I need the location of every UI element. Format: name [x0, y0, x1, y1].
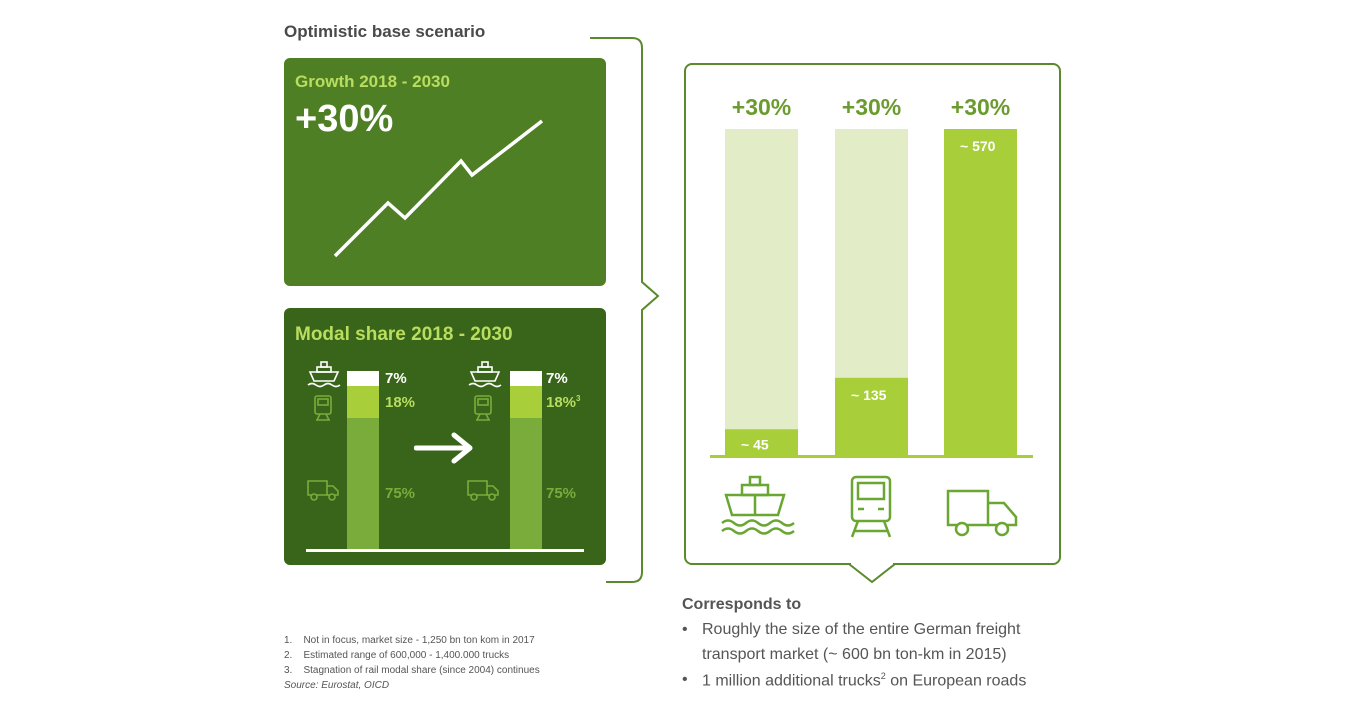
- modal-share-panel: Modal share 2018 - 2030 7% 18% 75%: [284, 308, 606, 565]
- footnote-source: Source: Eurostat, OICD: [284, 680, 390, 691]
- volume-bar-chart: +30% ~ 45 +30% ~ 135 +30% ~ 570: [710, 94, 1033, 538]
- after-rail-segment: [510, 386, 542, 418]
- growth-panel: Growth 2018 - 2030 +30%: [284, 58, 606, 286]
- before-truck-segment: [347, 418, 379, 549]
- ship-icon: [721, 475, 795, 535]
- bullet-dot: •: [682, 671, 688, 688]
- bar-background: [725, 129, 798, 455]
- truck-icon: [467, 480, 499, 501]
- ship-icon: [468, 361, 502, 388]
- bar-top-label: +30%: [842, 94, 901, 120]
- bullet-dot: •: [682, 621, 688, 638]
- arrow-right-icon: [414, 432, 473, 464]
- modal-share-label: Modal share 2018 - 2030: [295, 324, 513, 345]
- modal-baseline: [306, 549, 584, 552]
- growth-value: +30%: [295, 98, 394, 140]
- before-ship-segment: [347, 371, 379, 386]
- bullet-1-line-2: transport market (~ 600 bn ton-km in 201…: [702, 646, 1007, 663]
- bar-value-label: ~ 45: [741, 436, 769, 452]
- callout-pointer: [848, 562, 896, 584]
- after-ship-pct: 7%: [546, 370, 568, 387]
- bar: [725, 429, 798, 455]
- footnote-1: 1. Not in focus, market size - 1,250 bn …: [284, 635, 535, 646]
- bar: [835, 377, 908, 455]
- after-truck-segment: [510, 418, 542, 549]
- before-truck-pct: 75%: [385, 485, 416, 502]
- bar-top-label: +30%: [732, 94, 791, 120]
- brace-connector: [590, 37, 660, 583]
- bar-top-label: +30%: [951, 94, 1010, 120]
- volume-chart-panel: +30% ~ 45 +30% ~ 135 +30% ~ 570: [684, 63, 1061, 565]
- footnote-2: 2. Estimated range of 600,000 - 1,400.00…: [284, 650, 510, 661]
- footnote-3: 3. Stagnation of rail modal share (since…: [284, 665, 540, 676]
- chart-baseline: [710, 455, 1033, 458]
- before-rail-segment: [347, 386, 379, 418]
- corresponds-title: Corresponds to: [682, 596, 802, 613]
- after-truck-pct: 75%: [546, 485, 577, 502]
- bar-value-label: ~ 570: [960, 138, 996, 154]
- page-heading: Optimistic base scenario: [284, 22, 486, 41]
- growth-trend-line: [333, 119, 544, 258]
- before-ship-pct: 7%: [385, 370, 407, 387]
- before-rail-pct: 18%: [385, 394, 416, 411]
- growth-label: Growth 2018 - 2030: [295, 72, 450, 91]
- bullet-2: 1 million additional trucks2 on European…: [702, 671, 1027, 690]
- train-icon: [314, 395, 332, 421]
- after-ship-segment: [510, 371, 542, 386]
- train-icon: [474, 395, 492, 421]
- train-icon: [850, 475, 892, 538]
- truck-icon: [946, 489, 1018, 537]
- after-rail-pct: 18%3: [546, 394, 581, 411]
- bullet-1-line-1: Roughly the size of the entire German fr…: [702, 621, 1021, 638]
- bar-value-label: ~ 135: [851, 387, 887, 403]
- ship-icon: [307, 361, 341, 388]
- truck-icon: [307, 480, 339, 501]
- bar: [944, 129, 1017, 455]
